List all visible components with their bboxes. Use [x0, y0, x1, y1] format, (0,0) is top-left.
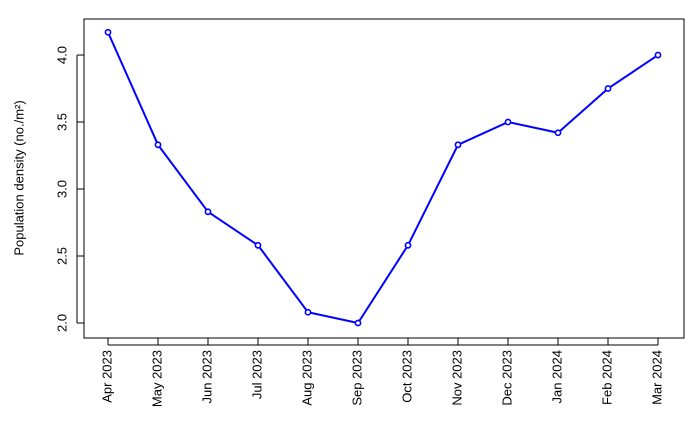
x-tick-label: Jul 2023	[249, 350, 264, 399]
y-axis-label: Population density (no./m²)	[11, 100, 26, 255]
data-point	[304, 308, 312, 316]
data-point	[204, 208, 212, 216]
x-tick-label: Mar 2024	[649, 350, 664, 405]
x-tick-label: Apr 2023	[99, 350, 114, 403]
x-tick-label: Jan 2024	[549, 350, 564, 404]
plot-frame	[83, 18, 685, 339]
data-point	[154, 141, 162, 149]
data-point	[354, 319, 362, 327]
data-point	[604, 85, 612, 92]
x-tick-label: Sep 2023	[349, 350, 364, 406]
x-tick-label: Nov 2023	[449, 350, 464, 406]
x-tick-label: May 2023	[149, 350, 164, 407]
x-tick-label: Oct 2023	[399, 350, 414, 403]
data-point	[254, 241, 262, 249]
data-point	[104, 28, 112, 36]
y-tick-label: 2.0	[54, 314, 69, 332]
x-tick-label: Jun 2023	[199, 350, 214, 404]
data-point	[504, 118, 512, 126]
y-tick-label: 3.5	[54, 113, 69, 131]
y-tick-label: 4.0	[54, 46, 69, 64]
y-tick-label: 3.0	[54, 180, 69, 198]
data-point	[404, 241, 412, 249]
data-point	[554, 129, 562, 137]
x-tick-label: Aug 2023	[299, 350, 314, 406]
x-tick-label: Feb 2024	[599, 350, 614, 405]
data-line	[107, 31, 659, 325]
x-tick-label: Dec 2023	[499, 350, 514, 406]
y-tick-label: 2.5	[54, 247, 69, 265]
data-point	[454, 141, 462, 149]
data-point	[654, 51, 662, 59]
